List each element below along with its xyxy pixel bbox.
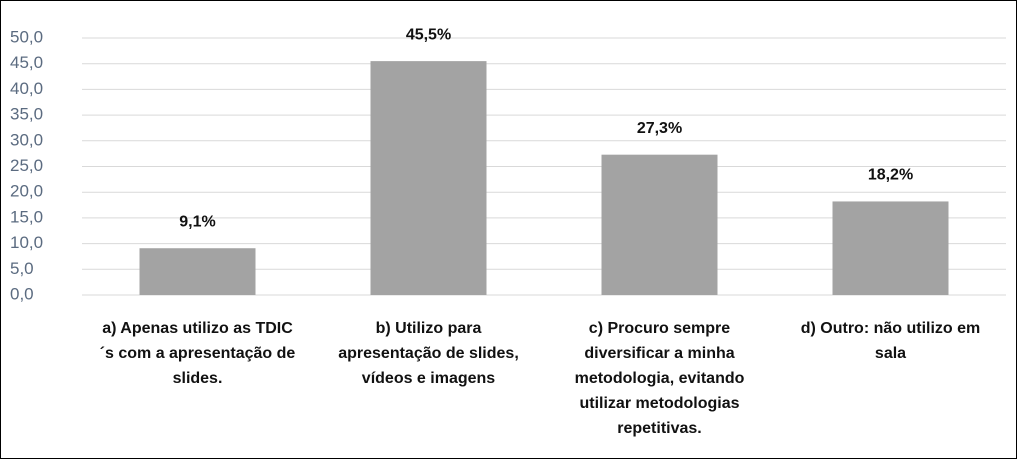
y-tick-label: 15,0 [10,207,43,226]
y-tick-label: 40,0 [10,79,43,98]
x-tick-label: c) Procuro sempre diversificar a minha m… [574,320,745,437]
bar [139,248,256,295]
bar [832,201,949,295]
y-tick-label: 30,0 [10,130,43,149]
y-tick-label: 0,0 [10,284,34,303]
x-tick-label: a) Apenas utilizo as TDIC´s com a aprese… [99,320,296,387]
y-tick-label: 10,0 [10,233,43,252]
data-label: 45,5% [406,26,451,43]
y-tick-label: 50,0 [10,27,43,46]
y-tick-label: 5,0 [10,259,34,278]
data-label: 9,1% [179,213,215,230]
data-label: 18,2% [868,167,913,184]
y-tick-label: 25,0 [10,156,43,175]
x-tick-label: b) Utilizo para apresentação de slides, … [338,320,519,387]
x-tick-label: d) Outro: não utilizo em sala [800,320,981,362]
y-tick-label: 20,0 [10,182,43,201]
bar [370,61,487,295]
y-tick-label: 35,0 [10,105,43,124]
data-label: 27,3% [637,120,682,137]
y-tick-label: 45,0 [10,53,43,72]
bar [601,154,718,295]
